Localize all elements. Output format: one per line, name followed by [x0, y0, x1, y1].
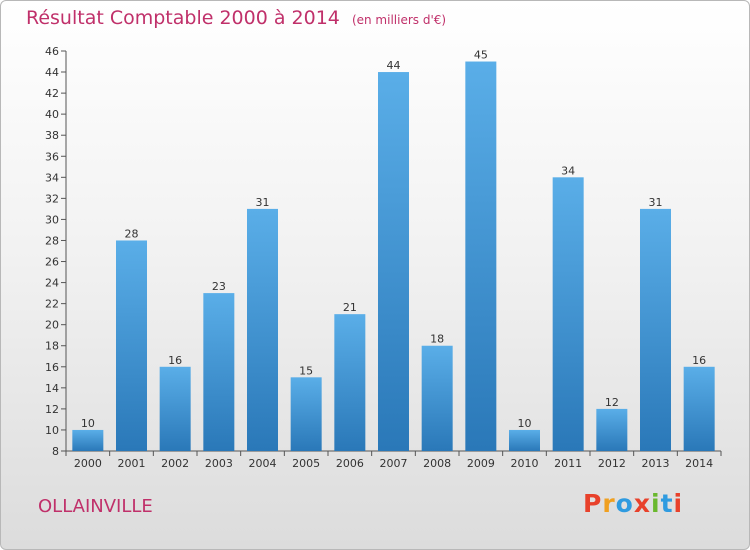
- data-label: 23: [212, 280, 226, 293]
- bar: [290, 377, 322, 451]
- data-label: 16: [692, 354, 706, 367]
- x-tick-label: 2013: [642, 457, 670, 470]
- logo-letter: x: [633, 489, 651, 518]
- x-tick-label: 2002: [161, 457, 189, 470]
- logo-letter: P: [583, 489, 603, 518]
- y-tick-label: 40: [45, 108, 59, 121]
- bar: [116, 240, 147, 451]
- y-tick-label: 12: [45, 403, 59, 416]
- bar: [334, 314, 366, 451]
- x-tick-label: 2006: [336, 457, 364, 470]
- bar: [683, 366, 715, 451]
- chart-title-text: Résultat Comptable 2000 à 2014: [26, 7, 340, 29]
- y-tick-label: 20: [45, 319, 59, 332]
- bar: [509, 429, 540, 451]
- x-tick-label: 2004: [249, 457, 277, 470]
- bars: [72, 61, 715, 452]
- location-label: OLLAINVILLE: [38, 496, 153, 517]
- data-labels: 10 28 16 23 31 15 21 44 18 45 10 34 12 31 16: [81, 49, 706, 430]
- y-tick-label: 14: [45, 382, 59, 395]
- bar: [421, 345, 453, 451]
- x-axis: 2000 2001 2002 2003 2004 2005 2006 2007 2008 2009…: [65, 450, 722, 470]
- x-tick-label: 2010: [511, 457, 539, 470]
- x-tick-label: 2007: [380, 457, 408, 470]
- bar: [552, 177, 584, 451]
- x-tick-label: 2014: [685, 457, 713, 470]
- x-tick-label: 2005: [292, 457, 320, 470]
- bar: [596, 408, 628, 451]
- data-label: 34: [561, 164, 575, 177]
- y-tick-label: 38: [45, 129, 59, 142]
- logo-letter: o: [615, 489, 634, 518]
- y-tick-label: 8: [52, 445, 59, 458]
- y-tick-label: 26: [45, 256, 59, 269]
- y-tick-label: 46: [45, 45, 59, 58]
- chart-title: Résultat Comptable 2000 à 2014 (en milli…: [26, 7, 446, 29]
- x-tick-label: 2001: [118, 457, 146, 470]
- y-tick-label: 18: [45, 340, 59, 353]
- bar: [159, 366, 191, 451]
- data-label: 31: [256, 196, 270, 209]
- y-tick-label: 44: [45, 66, 59, 79]
- y-tick-label: 34: [45, 171, 59, 184]
- data-label: 16: [168, 354, 182, 367]
- y-tick-label: 22: [45, 298, 59, 311]
- x-tick-label: 2000: [74, 457, 102, 470]
- data-label: 31: [649, 196, 663, 209]
- y-tick-label: 30: [45, 213, 59, 226]
- y-tick-label: 32: [45, 192, 59, 205]
- logo-letter: i: [673, 489, 684, 518]
- data-label: 18: [430, 333, 444, 346]
- data-label: 12: [605, 396, 619, 409]
- y-tick-label: 16: [45, 361, 59, 374]
- x-tick-label: 2003: [205, 457, 233, 470]
- proxiti-logo[interactable]: Proxiti: [583, 489, 683, 518]
- y-tick-label: 28: [45, 234, 59, 247]
- data-label: 15: [299, 364, 313, 377]
- chart-unit: (en milliers d'€): [351, 13, 447, 27]
- x-tick-label: 2011: [554, 457, 582, 470]
- x-tick-label: 2012: [598, 457, 626, 470]
- bar: [465, 61, 497, 452]
- data-label: 28: [125, 227, 139, 240]
- bar: [72, 429, 104, 451]
- logo-letter: i: [651, 489, 661, 518]
- data-label: 45: [474, 49, 488, 62]
- data-label: 44: [387, 59, 401, 72]
- logo-letter: t: [660, 489, 674, 518]
- data-label: 21: [343, 301, 357, 314]
- data-label: 10: [518, 417, 532, 430]
- bar: [247, 208, 278, 451]
- y-tick-label: 36: [45, 150, 59, 163]
- x-tick-label: 2009: [467, 457, 495, 470]
- y-tick-label: 24: [45, 277, 59, 290]
- y-axis: 8 10 12 14 16 18 20 22 24 26 28 30 32 34 36 38 40 42 44 46: [45, 45, 67, 458]
- bar: [378, 72, 409, 451]
- x-tick-label: 2008: [423, 457, 451, 470]
- y-tick-label: 42: [45, 87, 59, 100]
- y-tick-label: 10: [45, 424, 59, 437]
- bar: [203, 293, 235, 451]
- data-label: 10: [81, 417, 95, 430]
- bar: [640, 208, 671, 451]
- logo-letter: r: [602, 489, 616, 518]
